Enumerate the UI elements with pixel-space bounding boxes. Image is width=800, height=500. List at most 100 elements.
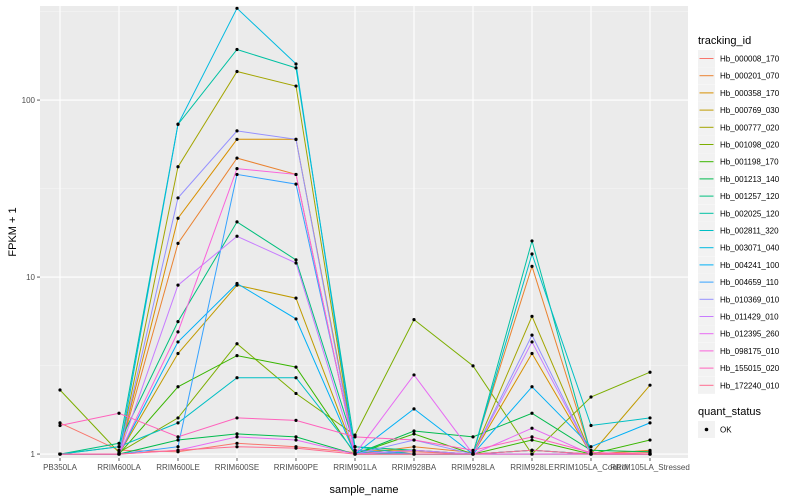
legend-label: Hb_010369_010 (720, 295, 780, 304)
data-point (58, 421, 62, 425)
data-point (117, 411, 121, 415)
data-point (412, 445, 416, 449)
data-point (412, 373, 416, 377)
data-point (176, 165, 180, 169)
data-point (648, 416, 652, 420)
legend-label: Hb_000769_030 (720, 106, 780, 115)
data-point (235, 47, 239, 52)
data-point (471, 452, 475, 456)
x-tick-label: RRIM600PE (274, 463, 318, 472)
legend-label: Hb_000777_020 (720, 123, 780, 132)
data-point (471, 364, 475, 368)
data-point (648, 383, 652, 387)
legend-label: Hb_155015_020 (720, 364, 780, 373)
legend-label: Hb_002811_320 (720, 227, 779, 236)
data-point (530, 426, 534, 430)
data-point (530, 411, 534, 415)
shape-legend-item: OK (698, 421, 732, 438)
data-point (294, 446, 298, 450)
data-point (117, 441, 121, 445)
data-point (530, 448, 534, 452)
data-point (530, 452, 534, 456)
data-point (412, 429, 416, 433)
shape-legend-title: quant_status (698, 406, 761, 418)
y-axis-title: FPKM + 1 (7, 207, 19, 256)
legend-item: Hb_012395_260 (698, 325, 780, 343)
x-tick-label: RRIM105LA_Stressed (610, 463, 690, 472)
data-point (235, 6, 239, 10)
x-tick-label: RRIM901LA (333, 463, 377, 472)
data-point (235, 220, 239, 224)
data-point (294, 261, 298, 265)
data-point (235, 167, 239, 171)
data-point (648, 438, 652, 442)
legend-label: Hb_002025_120 (720, 209, 780, 218)
x-tick-label: PB350LA (43, 463, 77, 472)
data-point (294, 84, 298, 88)
legend: tracking_id Hb_000008_170 Hb_000201_070 Hb… (698, 35, 780, 438)
x-tick-label: RRIM928LA (451, 463, 495, 472)
data-point (176, 241, 180, 245)
legend-label: Hb_172240_010 (720, 381, 780, 390)
data-point (235, 342, 239, 346)
data-point (530, 438, 534, 442)
data-point (294, 182, 298, 186)
data-point (294, 418, 298, 422)
data-point (294, 376, 298, 380)
legend-item: Hb_002025_120 (698, 204, 780, 222)
data-point (235, 129, 239, 133)
legend-label: Hb_000358_170 (720, 89, 780, 98)
legend-label: Hb_001098_020 (720, 141, 780, 150)
x-axis-title: sample_name (329, 484, 398, 496)
data-point (235, 435, 239, 439)
legend-item: Hb_010369_010 (698, 290, 780, 308)
y-tick-label: 10 (26, 273, 35, 282)
data-point (117, 445, 121, 449)
data-point (530, 333, 534, 337)
legend-label: Hb_004241_100 (720, 261, 780, 270)
data-point (412, 407, 416, 411)
legend-item: Hb_001198_170 (698, 153, 779, 171)
data-point (530, 351, 534, 356)
legend-item: Hb_004659_110 (698, 273, 779, 291)
data-point (589, 448, 593, 452)
data-point (176, 320, 180, 324)
data-point (530, 264, 534, 268)
legend-item: Hb_001098_020 (698, 136, 780, 153)
legend-item: Hb_011429_010 (698, 308, 779, 325)
legend-item: Hb_155015_020 (698, 359, 780, 377)
data-point (176, 416, 180, 420)
data-point (235, 156, 239, 160)
data-point (235, 281, 239, 286)
data-point (648, 452, 652, 456)
y-tick-label: 100 (22, 96, 36, 105)
data-point (176, 448, 180, 452)
data-point (530, 252, 534, 256)
data-point (589, 452, 593, 456)
data-point (648, 450, 652, 454)
y-axis: 1 10 100 (22, 96, 40, 459)
x-tick-label: RRIM928BA (392, 463, 437, 472)
data-point (235, 376, 239, 380)
data-point (176, 340, 180, 344)
data-point (176, 196, 180, 200)
x-tick-label: RRIM600LE (156, 463, 200, 472)
data-point (648, 370, 652, 374)
data-point (294, 296, 298, 300)
data-point (471, 435, 475, 439)
legend-title: tracking_id (698, 35, 751, 47)
data-point (353, 452, 357, 456)
legend-label: Hb_000201_070 (720, 72, 780, 81)
data-point (58, 388, 62, 392)
legend-item: Hb_000008_170 (698, 50, 780, 67)
legend-item: Hb_172240_010 (698, 376, 780, 394)
legend-label: Hb_098175_010 (720, 347, 780, 356)
data-point (412, 438, 416, 442)
data-point (294, 391, 298, 396)
x-tick-label: RRIM600LA (97, 463, 141, 472)
data-point (530, 340, 534, 344)
data-point (235, 69, 239, 74)
data-point (235, 445, 239, 449)
data-point (176, 438, 180, 442)
